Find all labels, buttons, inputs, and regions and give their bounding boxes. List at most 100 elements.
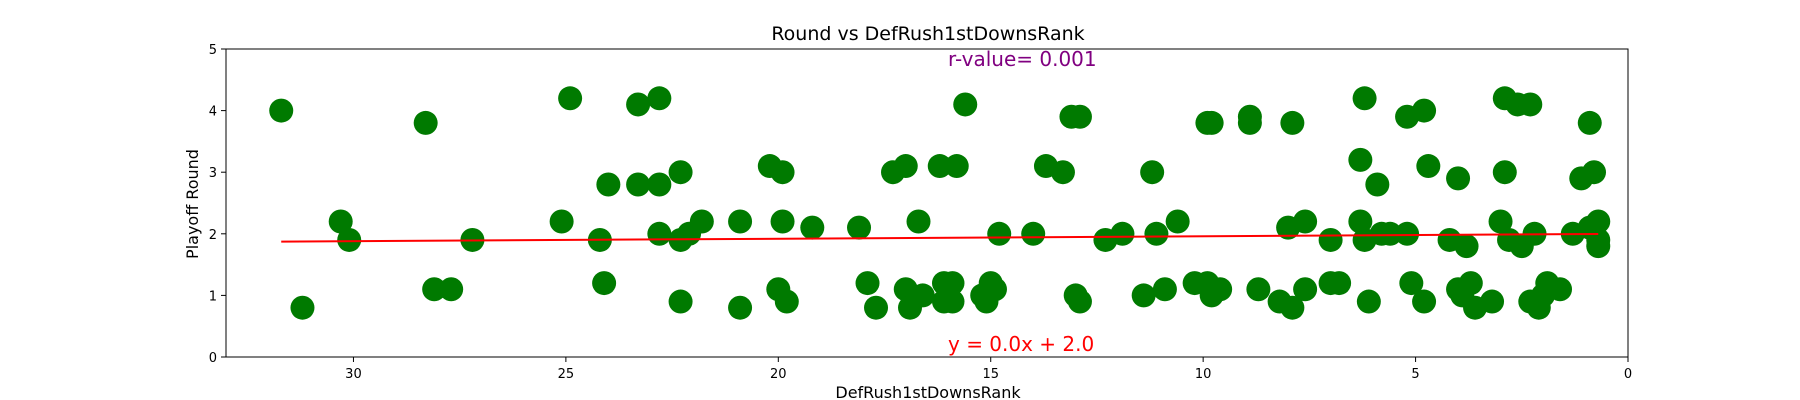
x-tick-label: 25 (558, 367, 575, 382)
data-point (337, 227, 362, 252)
data-point (269, 98, 294, 123)
data-point (1110, 221, 1135, 246)
x-tick-label: 0 (1624, 367, 1632, 382)
data-point (1280, 110, 1305, 135)
data-point (1280, 295, 1305, 320)
data-point (847, 215, 872, 240)
data-point (770, 209, 795, 234)
data-point (1199, 110, 1224, 135)
data-point (1586, 209, 1611, 234)
y-axis-label: Playoff Round (183, 149, 202, 259)
data-point (1152, 277, 1177, 302)
data-point (549, 209, 574, 234)
data-point (439, 277, 464, 302)
data-point (1356, 289, 1381, 314)
x-axis-label: DefRush1stDownsRank (835, 383, 1021, 400)
data-point (1348, 209, 1373, 234)
y-tick-label: 5 (209, 43, 217, 58)
data-point (953, 92, 978, 117)
data-point (647, 221, 672, 246)
data-point (1458, 271, 1483, 296)
data-point (1399, 271, 1424, 296)
data-point (855, 271, 880, 296)
data-point (987, 221, 1012, 246)
chart-title: Round vs DefRush1stDownsRank (771, 23, 1084, 45)
regression-line (281, 232, 1599, 243)
data-point (1067, 289, 1092, 314)
data-point (910, 283, 935, 308)
x-tick-label: 20 (770, 367, 787, 382)
data-point (1067, 104, 1092, 129)
data-point (1293, 209, 1318, 234)
data-point (1454, 234, 1479, 259)
plot-frame (225, 48, 1629, 358)
regression-equation-annotation: y = 0.0x + 2.0 (948, 332, 1094, 356)
data-point (689, 209, 714, 234)
data-point (1488, 209, 1513, 234)
data-point (626, 92, 651, 117)
data-point (1165, 209, 1190, 234)
data-point (864, 295, 889, 320)
data-point (1237, 110, 1262, 135)
y-tick-label: 0 (209, 351, 217, 366)
data-point (592, 271, 617, 296)
data-point (1480, 289, 1505, 314)
data-point (1577, 110, 1602, 135)
data-point (770, 160, 795, 185)
y-tick-label: 4 (209, 105, 217, 120)
x-tick-label: 10 (1195, 367, 1212, 382)
data-point (1518, 92, 1543, 117)
data-point (800, 215, 825, 240)
data-point (290, 295, 315, 320)
data-point (1365, 172, 1390, 197)
data-point (596, 172, 621, 197)
data-point (413, 110, 438, 135)
y-tick-label: 3 (209, 166, 217, 181)
data-point (647, 86, 672, 111)
data-point (626, 172, 651, 197)
data-point (1586, 234, 1611, 259)
data-point (1050, 160, 1075, 185)
data-point (668, 289, 693, 314)
data-point (328, 209, 353, 234)
data-point (906, 209, 931, 234)
data-point (1140, 160, 1165, 185)
data-point (558, 86, 583, 111)
data-point (1378, 221, 1403, 246)
data-point (944, 154, 969, 179)
data-point (1293, 277, 1318, 302)
x-tick-label: 5 (1411, 367, 1419, 382)
data-point (1492, 160, 1517, 185)
data-point (1318, 227, 1343, 252)
data-point (940, 271, 965, 296)
data-point (1416, 154, 1441, 179)
data-point (1395, 221, 1420, 246)
axes: 30 25 20 15 10 5 0 0 1 2 3 4 5 (209, 43, 1632, 382)
data-point (940, 289, 965, 314)
data-point (1144, 221, 1169, 246)
x-tick-label: 15 (982, 367, 999, 382)
r-value-annotation: r-value= 0.001 (948, 47, 1097, 71)
data-point (668, 160, 693, 185)
data-point (1348, 147, 1373, 172)
data-point (1246, 277, 1271, 302)
data-point (1131, 283, 1156, 308)
data-point (1208, 277, 1233, 302)
data-point (647, 172, 672, 197)
data-point (728, 295, 753, 320)
y-tick-label: 1 (209, 289, 217, 304)
data-point (1446, 166, 1471, 191)
data-point (1412, 289, 1437, 314)
x-tick-label: 30 (345, 367, 362, 382)
data-point (774, 289, 799, 314)
data-point (927, 154, 952, 179)
data-point (422, 277, 447, 302)
data-point (982, 277, 1007, 302)
data-point (1582, 160, 1607, 185)
data-point (1352, 86, 1377, 111)
data-point (1327, 271, 1352, 296)
data-point (728, 209, 753, 234)
data-point (893, 154, 918, 179)
